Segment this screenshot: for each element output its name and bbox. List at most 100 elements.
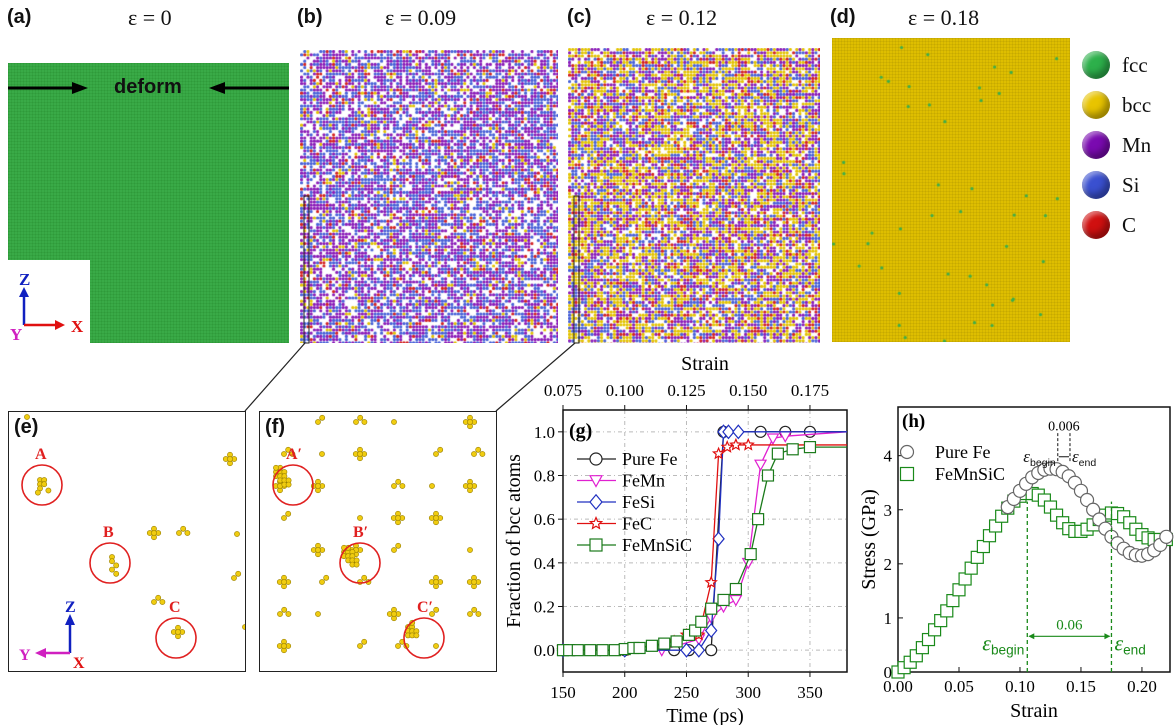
- atom: [471, 579, 477, 585]
- top-x-tick-label: 0.100: [606, 381, 644, 400]
- atom: [391, 419, 397, 425]
- y-axis-label: Fraction of bcc atoms: [503, 454, 525, 628]
- atom: [391, 483, 397, 489]
- panel-d-strain: ε = 0.18: [908, 5, 980, 30]
- legend-marker: [588, 475, 604, 488]
- legend-label: FeMnSiC: [622, 535, 692, 555]
- svg-text:Y: Y: [10, 325, 22, 343]
- atom-image-c: [568, 48, 820, 343]
- cluster-circle: [339, 542, 381, 584]
- data-point: [803, 441, 817, 454]
- panel-h-label: (h): [902, 411, 925, 432]
- data-point: [704, 575, 718, 589]
- atom: [180, 525, 187, 532]
- atom-image-d: [832, 38, 1070, 342]
- panel-c-strain: ε = 0.12: [646, 5, 718, 30]
- chart-stress-strain: 0.00 0.05 0.10 0.15 0.20 0 1 2 3 4 Strain Stress (G…: [858, 406, 1174, 722]
- data-point: [952, 583, 966, 597]
- data-point: [729, 594, 743, 607]
- cluster-label: C: [169, 599, 181, 616]
- x-tick-label: 0.05: [944, 677, 974, 696]
- data-point: [584, 644, 597, 657]
- atom: [109, 566, 115, 573]
- cluster-label: A: [35, 446, 47, 463]
- x-tick-label: 150: [550, 683, 576, 702]
- atom: [433, 579, 439, 585]
- atom: [429, 611, 435, 617]
- atom: [184, 530, 191, 536]
- atom: [429, 483, 435, 489]
- atom: [467, 419, 473, 425]
- atom: [109, 558, 115, 565]
- delta-label: 0.06: [1056, 617, 1083, 633]
- atom: [273, 464, 279, 471]
- atom: [151, 530, 157, 536]
- atom: [45, 487, 52, 494]
- atom: [475, 611, 482, 617]
- atom: [34, 489, 41, 496]
- legend-marker: [899, 466, 915, 482]
- data-point: [711, 446, 726, 460]
- data-point: [761, 469, 775, 482]
- legend-bcc: bcc: [1082, 91, 1151, 119]
- x-tick-label: 350: [797, 683, 823, 702]
- top-x-tick-label: 0.175: [791, 381, 829, 400]
- atom: [285, 510, 292, 517]
- atom: [281, 643, 287, 649]
- legend-label: Pure Fe: [622, 449, 678, 469]
- atom: [281, 579, 287, 585]
- cluster-label: A′: [286, 446, 302, 463]
- atom: [361, 574, 368, 581]
- atom: [289, 451, 296, 457]
- y-tick-label: 0.4: [534, 554, 556, 573]
- data-point: [729, 437, 743, 451]
- data-point: [754, 459, 768, 472]
- top-x-tick-label: 0.075: [544, 381, 582, 400]
- x-tick-label: 0.15: [1066, 677, 1096, 696]
- atom: [113, 570, 120, 577]
- y-axis-label: Stress (GPa): [858, 489, 880, 590]
- y-arrow-icon: [35, 648, 46, 658]
- atom-image-b: [300, 50, 558, 343]
- y-label: Y: [19, 647, 31, 664]
- legend-marker: [589, 452, 603, 466]
- x-label: X: [73, 655, 85, 671]
- atom: [357, 414, 364, 421]
- atom: [285, 446, 292, 453]
- svg-text:X: X: [71, 317, 84, 336]
- atom: [315, 611, 321, 617]
- legend-marker: [899, 444, 915, 460]
- atom: [319, 414, 326, 421]
- atom: [433, 643, 439, 649]
- zoom-region-c: [573, 195, 580, 344]
- atom: [437, 446, 444, 453]
- data-point: [692, 642, 706, 658]
- epsilon-label: εbegin: [982, 630, 1024, 657]
- epsilon-label: εend: [1072, 447, 1096, 469]
- data-point: [964, 561, 978, 575]
- x-tick-label: 0.10: [1005, 677, 1035, 696]
- atom: [323, 574, 330, 581]
- cluster-label: B: [103, 524, 114, 541]
- legend-label: FeMnSiC: [935, 464, 1005, 484]
- y-tick-label: 0.6: [534, 510, 555, 529]
- y-tick-label: 3: [884, 501, 893, 520]
- fcc-ball-icon: [1082, 51, 1110, 79]
- data-point: [670, 635, 683, 648]
- atom: [391, 547, 397, 553]
- atom: [281, 451, 287, 457]
- top-x-tick-label: 0.150: [729, 381, 767, 400]
- data-point: [766, 433, 780, 446]
- atom: [467, 611, 473, 617]
- z-label: Z: [65, 599, 76, 616]
- cluster-label: B′: [353, 524, 368, 541]
- x-tick-label: 0.20: [1127, 677, 1157, 696]
- data-point: [645, 639, 659, 652]
- legend-label: FeC: [622, 514, 652, 534]
- atom: [242, 624, 245, 630]
- data-point: [712, 531, 725, 547]
- y-tick-label: 0: [884, 663, 893, 682]
- cluster-circle: [155, 617, 197, 659]
- x-tick-label: 250: [674, 683, 700, 702]
- epsilon-label: εbegin: [1023, 447, 1056, 469]
